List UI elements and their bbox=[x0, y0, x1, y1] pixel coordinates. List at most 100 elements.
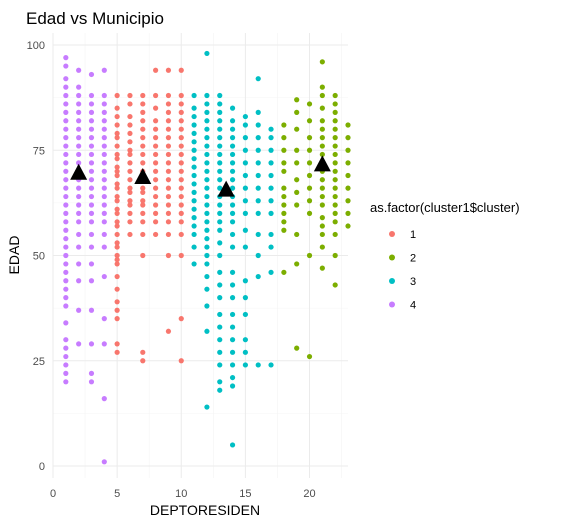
data-point-cluster-3 bbox=[204, 286, 210, 292]
data-point-cluster-4 bbox=[88, 341, 95, 347]
data-point-cluster-4 bbox=[63, 269, 69, 275]
legend-key-1 bbox=[389, 231, 395, 237]
data-point-cluster-3 bbox=[242, 122, 248, 128]
data-point-cluster-4 bbox=[76, 210, 82, 216]
data-point-cluster-3 bbox=[191, 181, 197, 187]
data-point-cluster-3 bbox=[217, 227, 223, 233]
data-point-cluster-2 bbox=[332, 185, 338, 191]
data-point-cluster-3 bbox=[217, 126, 223, 132]
data-point-cluster-3 bbox=[229, 324, 236, 330]
data-point-cluster-1 bbox=[165, 219, 172, 225]
data-point-cluster-4 bbox=[101, 177, 107, 183]
data-point-cluster-1 bbox=[127, 202, 133, 208]
data-point-cluster-3 bbox=[242, 278, 248, 284]
centroid-marker bbox=[134, 168, 152, 185]
data-point-cluster-1 bbox=[127, 177, 133, 183]
data-point-cluster-1 bbox=[114, 349, 120, 355]
data-point-cluster-3 bbox=[204, 118, 210, 124]
data-point-cluster-4 bbox=[63, 337, 69, 343]
data-point-cluster-3 bbox=[242, 349, 248, 355]
data-point-cluster-1 bbox=[178, 358, 184, 364]
data-point-cluster-4 bbox=[76, 202, 82, 208]
data-point-cluster-4 bbox=[88, 219, 95, 225]
data-point-cluster-4 bbox=[76, 109, 82, 115]
data-point-cluster-3 bbox=[242, 227, 248, 233]
data-point-cluster-4 bbox=[63, 210, 69, 216]
data-point-cluster-2 bbox=[281, 122, 287, 128]
data-point-cluster-2 bbox=[332, 143, 338, 149]
data-point-cluster-4 bbox=[88, 261, 95, 267]
y-tick-label: 25 bbox=[33, 356, 45, 368]
data-point-cluster-4 bbox=[76, 160, 82, 166]
data-point-cluster-3 bbox=[204, 244, 210, 250]
data-point-cluster-3 bbox=[204, 202, 210, 208]
data-point-cluster-1 bbox=[114, 156, 120, 162]
data-point-cluster-3 bbox=[255, 160, 261, 166]
data-point-cluster-3 bbox=[204, 185, 210, 191]
data-point-cluster-4 bbox=[63, 193, 69, 200]
data-point-cluster-2 bbox=[319, 202, 325, 208]
data-point-cluster-4 bbox=[101, 396, 107, 402]
data-point-cluster-2 bbox=[345, 210, 351, 216]
data-point-cluster-4 bbox=[63, 227, 69, 233]
data-point-cluster-1 bbox=[178, 67, 184, 73]
data-point-cluster-3 bbox=[255, 210, 261, 216]
data-point-cluster-3 bbox=[229, 135, 236, 141]
data-point-cluster-3 bbox=[229, 168, 236, 174]
data-point-cluster-4 bbox=[88, 143, 95, 149]
data-point-cluster-2 bbox=[306, 135, 313, 141]
data-point-cluster-3 bbox=[255, 273, 261, 280]
data-point-cluster-4 bbox=[63, 370, 69, 376]
data-point-cluster-2 bbox=[281, 202, 287, 208]
data-point-cluster-4 bbox=[88, 151, 95, 158]
data-point-cluster-4 bbox=[101, 219, 107, 225]
data-point-cluster-4 bbox=[101, 168, 107, 174]
legend-key-3 bbox=[389, 278, 395, 284]
x-tick-label: 5 bbox=[114, 488, 120, 500]
data-point-cluster-1 bbox=[140, 135, 146, 141]
data-point-cluster-3 bbox=[242, 113, 248, 120]
data-point-cluster-3 bbox=[217, 101, 223, 107]
data-point-cluster-4 bbox=[88, 135, 95, 141]
data-point-cluster-4 bbox=[63, 362, 69, 368]
data-point-cluster-2 bbox=[319, 105, 325, 111]
data-point-cluster-2 bbox=[345, 198, 351, 204]
data-point-cluster-4 bbox=[101, 459, 107, 465]
data-point-cluster-2 bbox=[306, 101, 313, 107]
points-layer bbox=[63, 50, 351, 465]
data-point-cluster-1 bbox=[178, 118, 184, 124]
data-point-cluster-3 bbox=[268, 147, 274, 153]
data-point-cluster-3 bbox=[255, 76, 261, 82]
data-point-cluster-4 bbox=[76, 219, 82, 225]
data-point-cluster-4 bbox=[63, 55, 69, 61]
x-axis-ticks: 0 5 10 15 20 bbox=[50, 488, 316, 500]
data-point-cluster-3 bbox=[191, 92, 197, 99]
data-point-cluster-1 bbox=[114, 122, 120, 128]
data-point-cluster-1 bbox=[114, 185, 120, 191]
data-point-cluster-2 bbox=[281, 135, 287, 141]
data-point-cluster-1 bbox=[165, 202, 172, 208]
x-tick-label: 15 bbox=[239, 488, 251, 500]
data-point-cluster-1 bbox=[165, 185, 172, 191]
data-point-cluster-3 bbox=[204, 261, 210, 267]
data-point-cluster-1 bbox=[178, 143, 184, 149]
data-point-cluster-2 bbox=[319, 92, 325, 99]
data-point-cluster-2 bbox=[319, 244, 325, 250]
data-point-cluster-1 bbox=[140, 202, 146, 208]
x-tick-label: 0 bbox=[50, 488, 56, 500]
data-point-cluster-4 bbox=[63, 63, 69, 69]
data-point-cluster-4 bbox=[88, 160, 95, 166]
legend-label-2: 2 bbox=[410, 253, 416, 265]
data-point-cluster-3 bbox=[229, 210, 236, 216]
data-point-cluster-1 bbox=[165, 92, 172, 99]
data-point-cluster-1 bbox=[140, 189, 146, 195]
grid bbox=[52, 33, 348, 478]
data-point-cluster-2 bbox=[319, 177, 325, 183]
data-point-cluster-3 bbox=[255, 252, 261, 259]
data-point-cluster-2 bbox=[294, 160, 300, 166]
data-point-cluster-3 bbox=[229, 295, 236, 301]
data-point-cluster-4 bbox=[88, 379, 95, 385]
data-point-cluster-4 bbox=[101, 185, 107, 191]
data-point-cluster-3 bbox=[268, 185, 274, 191]
data-point-cluster-2 bbox=[281, 160, 287, 166]
